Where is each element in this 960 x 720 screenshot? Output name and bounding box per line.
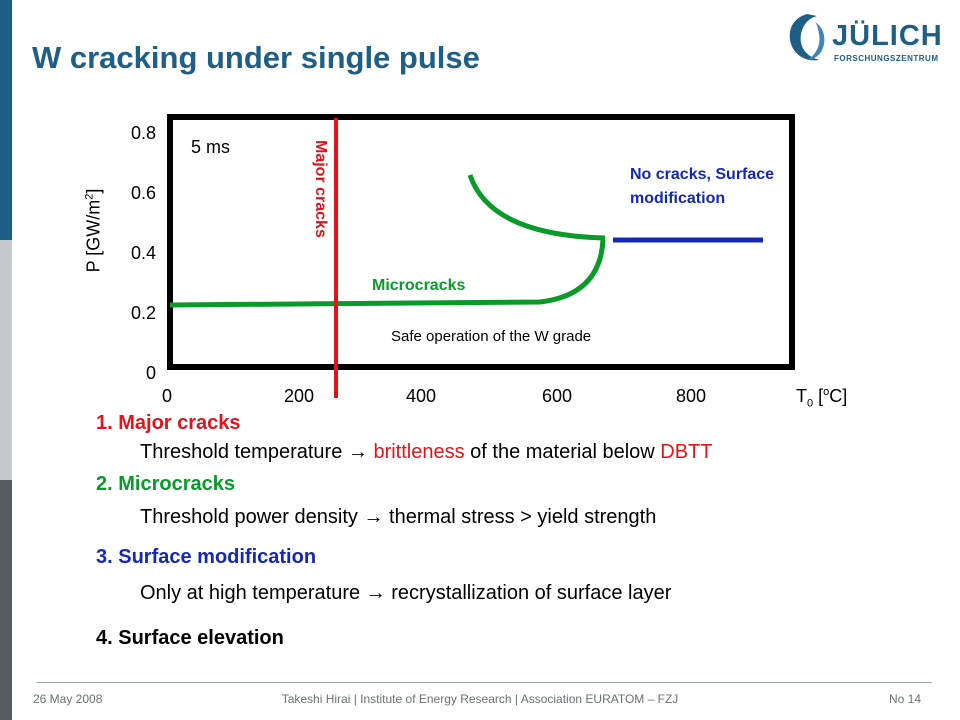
list-item-title: 4. Surface elevation	[96, 627, 284, 649]
x-tick-label: 600	[541, 386, 573, 406]
x-tick-label: 800	[675, 386, 707, 406]
list-item-title: 2. Microcracks	[96, 473, 235, 495]
list-item-title: 3. Surface modification	[96, 546, 317, 568]
footer-date: 26 May 2008	[33, 692, 103, 706]
y-tick-label: 0.6	[130, 183, 156, 203]
accent-bar-middle	[0, 240, 12, 480]
microcracks-curve	[169, 239, 606, 308]
footer-credit: Takeshi Hirai | Institute of Energy Rese…	[281, 692, 679, 706]
pulse-duration-label: 5 ms	[191, 137, 231, 157]
y-tick-label: 0.2	[130, 303, 156, 323]
footer-page-number: No 14	[889, 692, 922, 706]
accent-bar-top	[0, 0, 12, 240]
microcracks-label: Microcracks	[372, 277, 466, 294]
x-axis-label: T0 [oC]	[796, 386, 848, 410]
x-tick-label: 400	[405, 386, 437, 406]
logo-subtitle: FORSCHUNGSZENTRUM	[834, 54, 939, 63]
footer-divider	[36, 682, 932, 683]
list-item-description: Only at high temperature → recrystalliza…	[140, 582, 672, 604]
x-tick-label: 0	[161, 386, 172, 406]
major-cracks-label: Major cracks	[312, 140, 329, 238]
list-item-title: 1. Major cracks	[96, 412, 241, 434]
slide-title: W cracking under single pulse	[32, 40, 480, 75]
y-axis-label: P [GW/m2]	[83, 188, 104, 273]
accent-bar-bottom	[0, 480, 12, 720]
x-tick-label: 200	[283, 386, 315, 406]
safe-operation-label: Safe operation of the W grade	[391, 328, 592, 345]
julich-logo-icon	[789, 14, 825, 61]
y-tick-label: 0.4	[130, 243, 156, 263]
list-item-description: Threshold power density → thermal stress…	[140, 506, 657, 528]
logo-wordmark: JÜLICH	[832, 20, 943, 52]
list-item-description: Threshold temperature → brittleness of t…	[140, 441, 713, 463]
y-tick-label: 0.8	[130, 123, 156, 143]
y-tick-label: 0	[145, 363, 156, 383]
plot-frame	[167, 114, 795, 370]
microcracks-upper-curve	[467, 174, 606, 241]
no-cracks-label: No cracks, Surface modification	[630, 166, 775, 207]
